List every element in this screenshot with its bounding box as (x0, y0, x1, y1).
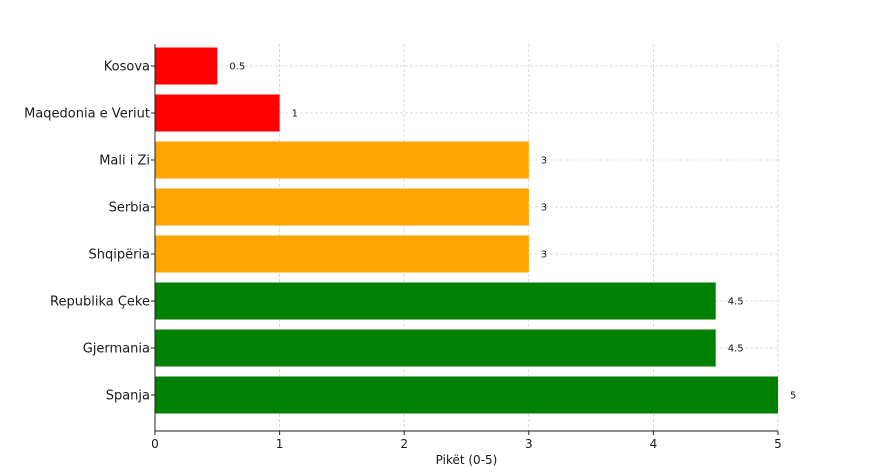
value-label-3: 3 (541, 203, 547, 214)
category-label-3: Serbia (109, 201, 150, 216)
value-label-2: 3 (541, 156, 547, 167)
value-label-1: 1 (292, 109, 298, 120)
category-label-5: Republika Çeke (50, 295, 150, 310)
category-label-2: Mali i Zi (99, 154, 150, 169)
x-tick-label-3: 3 (525, 437, 533, 451)
bar-4 (155, 235, 529, 273)
x-tick-label-2: 2 (400, 437, 408, 451)
x-tick-label-5: 5 (774, 437, 782, 451)
x-tick-label-1: 1 (276, 437, 284, 451)
category-label-4: Shqipëria (88, 248, 150, 263)
bar-6 (155, 329, 716, 367)
x-tick-label-4: 4 (650, 437, 658, 451)
value-label-5: 4.5 (728, 297, 744, 308)
value-label-7: 5 (790, 391, 796, 402)
category-label-6: Gjermania (83, 342, 150, 357)
category-label-0: Kosova (104, 60, 150, 75)
value-label-6: 4.5 (728, 344, 744, 355)
bar-1 (155, 94, 280, 132)
bars (155, 47, 778, 414)
category-label-1: Maqedonia e Veriut (24, 107, 150, 122)
category-label-7: Spanja (106, 389, 150, 404)
x-tick-label-0: 0 (151, 437, 159, 451)
x-axis-ticks: 0 1 2 3 4 5 (151, 431, 782, 451)
x-axis-title: Pikët (0-5) (436, 453, 498, 467)
bar-5 (155, 282, 716, 320)
value-labels: 0.5 1 3 3 3 4.5 4.5 5 (229, 62, 796, 402)
bar-2 (155, 141, 529, 179)
value-label-0: 0.5 (229, 62, 245, 73)
bar-7 (155, 376, 778, 414)
bar-3 (155, 188, 529, 226)
bar-0 (155, 47, 218, 85)
value-label-4: 3 (541, 250, 547, 261)
category-labels: Kosova Maqedonia e Veriut Mali i Zi Serbia S… (24, 60, 155, 404)
